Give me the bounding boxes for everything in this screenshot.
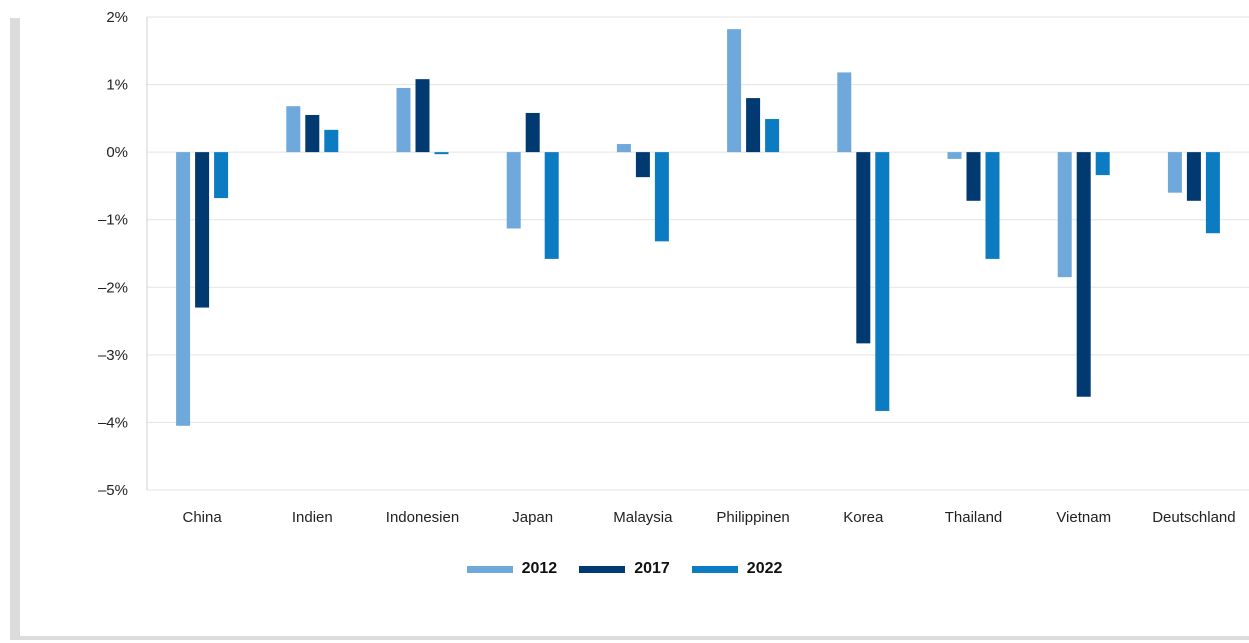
bar-thailand-2012 — [947, 152, 962, 159]
legend: 2012 2017 2022 — [0, 556, 1249, 582]
bar-indonesien-2022 — [434, 152, 449, 155]
bar-deutschland-2017 — [1186, 152, 1201, 201]
bar-korea-2022 — [875, 152, 890, 411]
x-tick-label-5: Philippinen — [716, 509, 789, 526]
bar-china-2022 — [214, 152, 229, 199]
legend-item-series-2: 2022 — [691, 560, 783, 578]
bar-japan-2022 — [544, 152, 559, 259]
frame-left-border — [10, 18, 20, 640]
bar-china-2017 — [195, 152, 210, 308]
legend-label-series-1: 2017 — [634, 560, 670, 577]
bar-indien-2012 — [286, 106, 301, 153]
bar-korea-2012 — [837, 72, 852, 153]
bar-indonesien-2017 — [415, 79, 430, 153]
bar-malaysia-2012 — [616, 144, 631, 153]
x-tick-label-6: Korea — [843, 509, 884, 526]
x-tick-label-1: Indien — [292, 509, 333, 526]
bar-philippinen-2017 — [746, 98, 761, 153]
legend-swatch-series-1 — [579, 565, 626, 573]
bar-vietnam-2022 — [1095, 152, 1110, 176]
x-tick-label-8: Vietnam — [1056, 509, 1111, 526]
x-tick-label-3: Japan — [512, 509, 553, 526]
bar-chart: 2% 1% 0% –1% –2% –3% –4% –5% China Indien Indones… — [98, 9, 1249, 526]
legend-label-series-2: 2022 — [746, 560, 783, 577]
bar-vietnam-2017 — [1076, 152, 1091, 397]
y-tick-label-0: 2% — [106, 9, 128, 26]
bar-malaysia-2017 — [635, 152, 650, 178]
y-tick-label-7: –5% — [98, 482, 128, 499]
bar-china-2012 — [176, 152, 191, 426]
x-tick-label-2: Indonesien — [386, 509, 459, 526]
bar-deutschland-2022 — [1205, 152, 1220, 234]
frame-bottom-border — [10, 636, 1249, 640]
y-tick-label-1: 1% — [106, 77, 128, 94]
y-tick-label-2: 0% — [106, 144, 128, 161]
legend-swatch-series-0 — [466, 565, 513, 573]
bar-indien-2017 — [305, 114, 320, 153]
x-axis: China Indien Indonesien Japan Malaysia Philip… — [182, 509, 1235, 526]
bars — [176, 29, 1220, 426]
legend-swatch-series-2 — [691, 565, 738, 573]
bar-philippinen-2012 — [727, 29, 742, 153]
legend-item-series-1: 2017 — [579, 560, 670, 578]
y-tick-label-5: –3% — [98, 347, 128, 364]
x-tick-label-9: Deutschland — [1152, 509, 1235, 526]
bar-indien-2022 — [324, 129, 339, 153]
legend-item-series-0: 2012 — [466, 560, 558, 578]
bar-deutschland-2012 — [1167, 152, 1182, 193]
bar-thailand-2017 — [966, 152, 981, 201]
bar-malaysia-2022 — [654, 152, 669, 242]
bar-philippinen-2022 — [765, 119, 780, 153]
bar-japan-2017 — [525, 112, 540, 153]
y-tick-label-4: –2% — [98, 279, 128, 296]
x-tick-label-7: Thailand — [945, 509, 1003, 526]
x-tick-label-0: China — [182, 509, 222, 526]
y-tick-label-6: –4% — [98, 414, 128, 431]
bar-japan-2012 — [506, 152, 521, 229]
bar-thailand-2022 — [985, 152, 1000, 259]
bar-indonesien-2012 — [396, 87, 411, 153]
y-tick-label-3: –1% — [98, 212, 128, 229]
y-axis: 2% 1% 0% –1% –2% –3% –4% –5% — [98, 9, 148, 499]
bar-vietnam-2012 — [1057, 152, 1072, 278]
bar-korea-2017 — [856, 152, 871, 344]
x-tick-label-4: Malaysia — [613, 509, 673, 526]
legend-label-series-0: 2012 — [521, 560, 558, 577]
